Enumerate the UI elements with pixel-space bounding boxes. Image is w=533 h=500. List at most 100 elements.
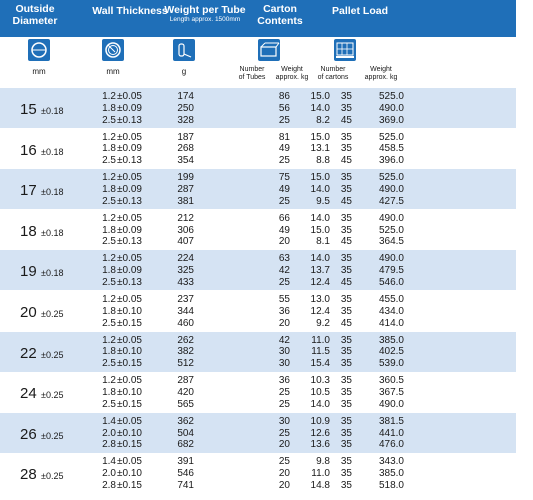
tubes-per-carton: 36 — [278, 375, 290, 387]
cartons-per-pallet: 35 — [340, 131, 352, 143]
size-group: 22 ±0.25 1.2 ±0.05 262 42 11.0 35 385.0 1.8 ±0.10 3… — [0, 331, 516, 372]
carton-weight: 8.1 — [316, 236, 330, 248]
carton-weight: 9.5 — [316, 195, 330, 207]
wall-thickness: 1.8 — [102, 183, 116, 195]
weight-per-tube: 199 — [177, 172, 194, 184]
tubes-per-carton: 30 — [278, 346, 290, 358]
tubes-per-carton: 55 — [278, 294, 290, 305]
cartons-per-pallet: 45 — [340, 276, 352, 288]
unit-weight: g — [181, 67, 187, 76]
cartons-per-pallet: 35 — [340, 479, 352, 491]
table-row: 1.2 ±0.05 224 63 14.0 35 490.0 — [0, 253, 516, 265]
wall-thickness: 2.5 — [102, 398, 116, 410]
tubes-per-carton: 25 — [278, 114, 290, 126]
diameter-tolerance: ±0.25 — [41, 430, 64, 441]
tubes-per-carton: 36 — [278, 305, 290, 317]
wall-tolerance: ±0.10 — [117, 427, 142, 439]
cartons-per-pallet: 45 — [340, 155, 352, 167]
pallet-weight: 427.5 — [378, 195, 404, 207]
pallet-weight: 546.0 — [378, 276, 404, 288]
unit-wall: mm — [106, 67, 120, 76]
carton-weight: 12.4 — [310, 305, 330, 317]
table-row: 1.4 ±0.05 391 25 9.8 35 343.0 — [0, 456, 516, 468]
carton-weight: 15.0 — [310, 172, 330, 184]
carton-weight: 8.8 — [316, 155, 330, 167]
carton-weight: 13.6 — [310, 439, 330, 451]
cartons-per-pallet: 35 — [340, 334, 352, 346]
carton-weight: 12.4 — [310, 276, 330, 288]
weight-per-tube: 237 — [177, 294, 194, 305]
wall-thickness: 2.8 — [102, 439, 116, 451]
pallet-weight: 458.5 — [378, 143, 404, 155]
wall-tolerance: ±0.10 — [117, 305, 142, 317]
tubes-per-carton: 20 — [278, 468, 290, 480]
wall-thickness: 1.2 — [102, 253, 116, 265]
header-carton-contents: Carton Contents — [257, 3, 303, 27]
cartons-per-pallet: 35 — [340, 375, 352, 387]
unit-carton-weight: Weight approx. kg — [275, 66, 309, 81]
icon-row: mm mm g Number of Tubes Weight approx. kg … — [0, 37, 516, 84]
tubes-per-carton: 66 — [278, 212, 290, 224]
weight-per-tube: 306 — [177, 224, 194, 236]
cartons-per-pallet: 35 — [340, 265, 352, 277]
size-group: 18 ±0.18 1.2 ±0.05 212 66 14.0 35 490.0 1.8 ±0.09 3… — [0, 210, 516, 250]
weight-per-tube: 565 — [177, 398, 194, 410]
table-row: 1.2 ±0.05 287 36 10.3 35 360.5 — [0, 375, 516, 387]
pallet-weight: 385.0 — [378, 334, 404, 346]
wall-thickness: 2.0 — [102, 427, 116, 439]
wall-thickness: 1.2 — [102, 212, 116, 224]
weight-per-tube: 741 — [177, 479, 194, 491]
carton-weight: 13.0 — [310, 294, 330, 305]
pallet-weight: 364.5 — [378, 236, 404, 248]
carton-weight: 13.7 — [310, 265, 330, 277]
wall-thickness: 2.5 — [102, 114, 116, 126]
tubes-per-carton: 20 — [278, 439, 290, 451]
tubes-per-carton: 56 — [278, 102, 290, 114]
size-group: 15 ±0.18 1.2 ±0.05 174 86 15.0 35 525.0 1.8 ±0.09 2… — [0, 88, 516, 128]
table-row: 2.5 ±0.13 407 20 8.1 45 364.5 — [0, 236, 516, 248]
weight-per-tube: 381 — [177, 195, 194, 207]
wall-tolerance: ±0.10 — [117, 468, 142, 480]
wall-tolerance: ±0.15 — [117, 317, 142, 329]
wall-thickness: 1.4 — [102, 456, 116, 468]
wall-tolerance: ±0.05 — [117, 172, 142, 184]
pallet-weight: 479.5 — [378, 265, 404, 277]
carton-weight: 11.0 — [311, 334, 330, 346]
outside-diameter: 28 — [20, 466, 37, 484]
weight-per-tube: 546 — [177, 468, 194, 480]
size-group: 20 ±0.25 1.2 ±0.05 237 55 13.0 35 455.0 1.8 ±0.10 3… — [0, 291, 516, 331]
table-row: 2.5 ±0.13 354 25 8.8 45 396.0 — [0, 155, 516, 167]
diameter-tolerance: ±0.25 — [41, 349, 64, 360]
table-row: 2.8 ±0.15 682 20 13.6 35 476.0 — [0, 439, 516, 451]
pallet-weight: 367.5 — [378, 386, 404, 398]
diameter-tolerance: ±0.25 — [41, 471, 64, 482]
cartons-per-pallet: 35 — [340, 386, 352, 398]
weight-per-tube: 325 — [177, 265, 194, 277]
carton-weight: 15.0 — [310, 91, 330, 102]
wall-tolerance: ±0.09 — [117, 224, 142, 236]
wall-thickness: 1.4 — [102, 415, 116, 427]
diameter-tolerance: ±0.18 — [41, 268, 64, 279]
cartons-per-pallet: 35 — [340, 439, 352, 451]
cartons-per-pallet: 35 — [340, 212, 352, 224]
carton-weight: 11.0 — [311, 468, 330, 480]
tubes-per-carton: 30 — [278, 415, 290, 427]
table-row: 1.8 ±0.09 250 56 14.0 35 490.0 — [0, 103, 516, 115]
cartons-per-pallet: 35 — [340, 143, 352, 155]
wall-thickness: 2.5 — [102, 195, 116, 207]
pallet-load-icon — [334, 39, 356, 61]
weight-per-tube: 391 — [177, 456, 194, 468]
carton-box-icon — [258, 39, 280, 61]
ring-cross-section-icon — [28, 39, 50, 61]
header-wall-thickness: Wall Thickness — [92, 5, 168, 17]
wall-thickness: 1.8 — [102, 224, 116, 236]
table-header: Outside Diameter Wall Thickness Weight pe… — [0, 0, 516, 37]
cartons-per-pallet: 35 — [340, 358, 352, 370]
weight-per-tube: 354 — [177, 155, 194, 167]
table-row: 1.8 ±0.10 344 36 12.4 35 434.0 — [0, 306, 516, 318]
cartons-per-pallet: 45 — [340, 195, 352, 207]
tubes-per-carton: 81 — [278, 131, 290, 143]
wall-tolerance: ±0.05 — [117, 212, 142, 224]
wall-thickness: 2.5 — [102, 276, 116, 288]
tubes-per-carton: 25 — [278, 427, 290, 439]
